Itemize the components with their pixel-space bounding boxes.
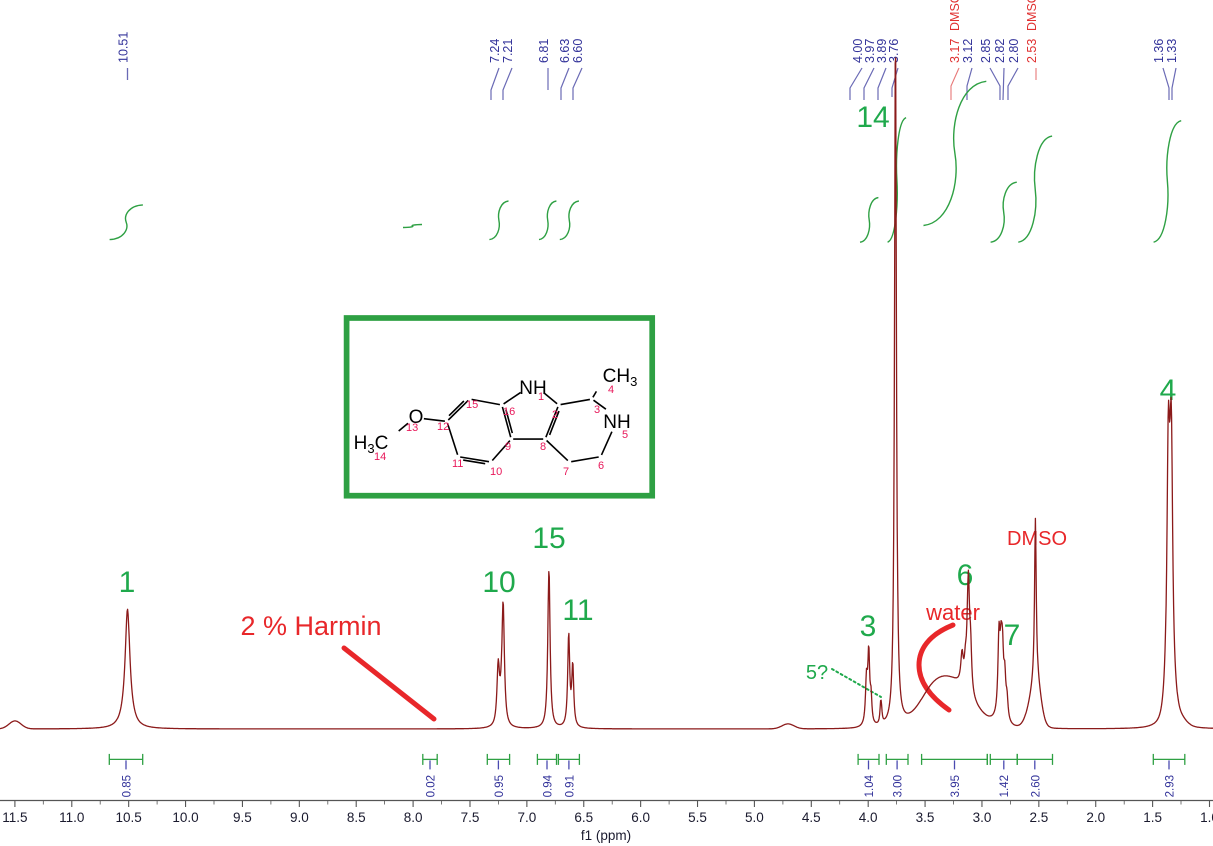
svg-text:6.63: 6.63 <box>558 39 572 63</box>
svg-text:2.60: 2.60 <box>1030 775 1042 797</box>
svg-text:7.0: 7.0 <box>517 810 536 825</box>
svg-text:10.5: 10.5 <box>116 810 142 825</box>
svg-text:10.51: 10.51 <box>117 32 131 63</box>
svg-text:9.5: 9.5 <box>233 810 252 825</box>
svg-text:11: 11 <box>562 594 593 627</box>
svg-text:0.02: 0.02 <box>426 775 438 797</box>
svg-text:3.17: 3.17 <box>948 39 962 63</box>
svg-text:2.80: 2.80 <box>1007 39 1021 63</box>
svg-text:0.94: 0.94 <box>543 774 555 797</box>
svg-text:4: 4 <box>608 384 614 396</box>
svg-text:0.95: 0.95 <box>494 775 506 797</box>
svg-text:3.5: 3.5 <box>916 810 935 825</box>
svg-text:6: 6 <box>598 460 604 472</box>
svg-text:5: 5 <box>622 429 628 441</box>
svg-text:15: 15 <box>532 522 565 555</box>
svg-text:10: 10 <box>482 566 515 599</box>
svg-text:12: 12 <box>437 421 449 433</box>
svg-text:4.5: 4.5 <box>802 810 821 825</box>
svg-text:2.85: 2.85 <box>979 39 993 63</box>
svg-text:6.0: 6.0 <box>631 810 650 825</box>
svg-text:1: 1 <box>119 566 136 599</box>
svg-text:6: 6 <box>957 559 974 592</box>
svg-text:7: 7 <box>1004 619 1021 652</box>
svg-text:1.04: 1.04 <box>864 774 876 797</box>
svg-text:14: 14 <box>856 101 889 134</box>
svg-text:11.0: 11.0 <box>59 810 84 825</box>
svg-text:0.91: 0.91 <box>564 775 576 797</box>
svg-text:6.5: 6.5 <box>574 810 593 825</box>
svg-text:1.36: 1.36 <box>1152 39 1166 63</box>
svg-text:1.42: 1.42 <box>999 775 1011 797</box>
svg-text:DMSO: DMSO <box>1007 528 1067 550</box>
svg-text:3.76: 3.76 <box>887 39 901 63</box>
svg-text:5.5: 5.5 <box>688 810 707 825</box>
svg-text:3.95: 3.95 <box>950 775 962 797</box>
svg-text:4.0: 4.0 <box>859 810 878 825</box>
svg-text:2.0: 2.0 <box>1086 810 1105 825</box>
svg-text:10.0: 10.0 <box>172 810 198 825</box>
svg-text:5.0: 5.0 <box>745 810 764 825</box>
svg-text:water: water <box>925 600 980 625</box>
svg-text:2.93: 2.93 <box>1165 775 1177 797</box>
svg-text:1.0: 1.0 <box>1200 810 1213 825</box>
svg-text:7.5: 7.5 <box>461 810 480 825</box>
svg-text:2.53: 2.53 <box>1025 39 1039 63</box>
svg-text:DMSO: DMSO <box>1025 0 1039 31</box>
svg-text:2 % Harmin: 2 % Harmin <box>240 611 381 641</box>
svg-text:7.21: 7.21 <box>501 39 515 63</box>
svg-text:1.33: 1.33 <box>1165 39 1179 63</box>
svg-text:3.0: 3.0 <box>973 810 992 825</box>
svg-text:11: 11 <box>452 458 463 470</box>
svg-text:3.00: 3.00 <box>893 775 905 797</box>
svg-text:3.12: 3.12 <box>961 39 975 63</box>
svg-text:7.24: 7.24 <box>488 39 502 63</box>
svg-text:8: 8 <box>540 441 546 453</box>
svg-text:2.5: 2.5 <box>1029 810 1048 825</box>
svg-text:1.5: 1.5 <box>1143 810 1162 825</box>
svg-text:7: 7 <box>563 466 569 478</box>
svg-text:13: 13 <box>406 422 418 434</box>
svg-text:9: 9 <box>505 441 511 453</box>
svg-text:2: 2 <box>552 409 558 421</box>
svg-text:3: 3 <box>594 404 600 416</box>
svg-text:3: 3 <box>860 610 877 643</box>
svg-text:11.5: 11.5 <box>2 810 27 825</box>
svg-text:10: 10 <box>490 466 502 478</box>
svg-text:16: 16 <box>503 406 515 418</box>
svg-text:6.60: 6.60 <box>571 39 585 63</box>
svg-text:1: 1 <box>538 391 544 403</box>
svg-text:9.0: 9.0 <box>290 810 309 825</box>
svg-text:2.82: 2.82 <box>993 39 1007 63</box>
svg-text:f1 (ppm): f1 (ppm) <box>581 828 631 843</box>
svg-text:8.0: 8.0 <box>404 810 423 825</box>
svg-text:8.5: 8.5 <box>347 810 366 825</box>
svg-text:6.81: 6.81 <box>537 39 551 63</box>
svg-text:15: 15 <box>466 399 478 411</box>
svg-text:0.85: 0.85 <box>122 775 134 797</box>
svg-text:14: 14 <box>374 451 386 463</box>
svg-text:5?: 5? <box>806 662 828 684</box>
svg-text:DMSO: DMSO <box>948 0 962 31</box>
